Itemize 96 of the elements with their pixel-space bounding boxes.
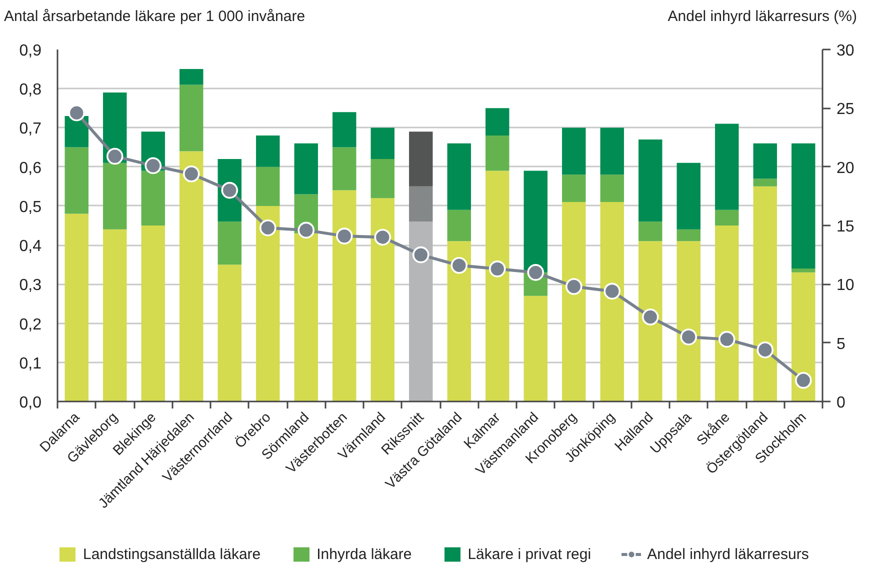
bar — [638, 222, 662, 242]
y-tick-label: 0,9 — [19, 42, 42, 60]
bar — [64, 214, 88, 402]
bar — [753, 186, 777, 402]
bar — [676, 162, 700, 230]
bar — [562, 128, 586, 175]
bar — [562, 202, 586, 402]
point — [298, 222, 315, 239]
bar — [600, 174, 624, 202]
y-tick-label: 0,5 — [19, 198, 42, 216]
point — [794, 372, 812, 389]
bar — [600, 128, 624, 175]
bar — [409, 132, 433, 186]
y2-tick-label: 25 — [836, 101, 854, 118]
point — [412, 246, 430, 264]
point — [336, 228, 353, 244]
point — [488, 260, 506, 278]
y2-tick-label: 0 — [836, 394, 846, 412]
y2-axis-title: Andel inhyrd läkarresurs (%) — [668, 7, 857, 27]
legend-label: Andel inhyrd läkarresurs — [647, 546, 809, 562]
point — [374, 228, 392, 246]
bar — [486, 136, 510, 171]
legend-label: Läkare i privat regi — [468, 546, 592, 562]
bar — [218, 264, 242, 402]
y-tick-label: 0,2 — [19, 316, 42, 334]
bar — [715, 226, 739, 402]
bar — [332, 147, 356, 190]
y2-tick-label: 20 — [836, 160, 854, 177]
bar — [486, 108, 510, 136]
bar — [103, 162, 127, 230]
bar — [64, 147, 88, 214]
point — [527, 264, 544, 281]
bar — [638, 139, 662, 222]
point — [565, 278, 582, 295]
bar — [409, 186, 433, 222]
y-tick-label: 0,1 — [19, 355, 42, 372]
point — [182, 165, 200, 182]
y-tick-label: 0,6 — [19, 160, 42, 177]
bar — [715, 124, 739, 210]
bar — [294, 143, 318, 194]
bar — [715, 210, 739, 226]
bar — [792, 272, 816, 402]
legend-label: Landstingsanställda läkare — [83, 546, 261, 562]
bar — [753, 178, 777, 186]
point — [450, 257, 468, 274]
bar — [370, 128, 394, 160]
bar — [141, 226, 165, 402]
bar — [409, 222, 433, 402]
y-tick-label: 0,3 — [19, 277, 42, 294]
bar — [256, 206, 280, 402]
bar — [180, 69, 204, 85]
bar — [256, 166, 280, 206]
bar — [447, 210, 471, 242]
y2-tick-label: 15 — [836, 218, 854, 236]
y-tick-label: 0,0 — [19, 394, 42, 412]
point — [604, 282, 621, 300]
point — [718, 330, 736, 348]
bar — [600, 202, 624, 402]
bar — [524, 170, 548, 272]
y-tick-label: 0,7 — [19, 120, 42, 138]
y-tick-label: 0,4 — [19, 238, 42, 256]
bar — [256, 136, 280, 167]
y2-tick-label: 10 — [836, 277, 854, 294]
bar — [524, 296, 548, 402]
bar — [141, 170, 165, 226]
bar — [370, 159, 394, 198]
bar — [294, 233, 318, 402]
y2-tick-label: 5 — [836, 336, 846, 353]
point — [106, 148, 124, 165]
point — [680, 328, 698, 346]
point — [642, 308, 659, 326]
bar — [332, 190, 356, 402]
bar — [753, 143, 777, 179]
bar — [447, 241, 471, 402]
bar — [676, 241, 700, 402]
bar — [562, 174, 586, 202]
bar — [447, 143, 471, 210]
bar — [103, 229, 127, 402]
bar — [486, 170, 510, 402]
bar — [792, 143, 816, 269]
point — [68, 104, 86, 122]
legend-label: Inhyrda läkare — [316, 546, 412, 562]
bar — [180, 84, 204, 152]
bar — [218, 222, 242, 265]
y-tick-label: 0,8 — [19, 82, 42, 99]
bar — [370, 198, 394, 402]
bar — [792, 268, 816, 272]
point — [259, 219, 276, 236]
y2-tick-label: 30 — [836, 42, 854, 60]
bar — [638, 241, 662, 402]
bar — [180, 151, 204, 402]
y-axis-title: Antal årsarbetande läkare per 1 000 invånare — [4, 7, 306, 27]
point — [756, 341, 774, 358]
bar — [332, 112, 356, 148]
point — [144, 157, 162, 174]
bar — [676, 229, 700, 242]
